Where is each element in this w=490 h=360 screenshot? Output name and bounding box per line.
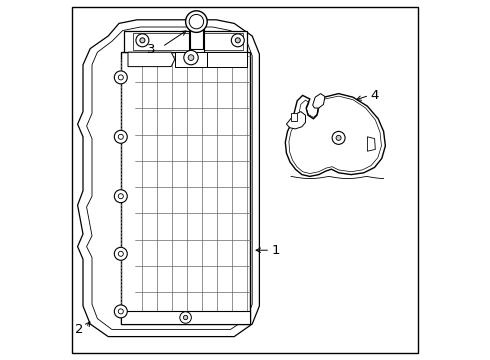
Circle shape bbox=[114, 130, 127, 143]
Text: 2: 2 bbox=[75, 323, 84, 336]
Polygon shape bbox=[286, 112, 305, 129]
Circle shape bbox=[186, 11, 207, 32]
Polygon shape bbox=[207, 52, 247, 67]
Circle shape bbox=[180, 312, 192, 323]
Circle shape bbox=[114, 190, 127, 203]
Circle shape bbox=[184, 50, 198, 65]
Circle shape bbox=[114, 305, 127, 318]
Circle shape bbox=[188, 55, 194, 60]
Polygon shape bbox=[189, 27, 204, 52]
Text: 4: 4 bbox=[370, 89, 379, 102]
Polygon shape bbox=[285, 94, 386, 176]
Circle shape bbox=[235, 38, 240, 43]
Polygon shape bbox=[291, 113, 297, 121]
Circle shape bbox=[118, 194, 123, 199]
Circle shape bbox=[136, 34, 149, 47]
Circle shape bbox=[114, 71, 127, 84]
Circle shape bbox=[118, 134, 123, 139]
Circle shape bbox=[118, 75, 123, 80]
Polygon shape bbox=[175, 52, 207, 67]
Polygon shape bbox=[368, 137, 375, 151]
Circle shape bbox=[114, 247, 127, 260]
Circle shape bbox=[118, 309, 123, 314]
Text: 1: 1 bbox=[272, 244, 280, 257]
Circle shape bbox=[140, 38, 145, 43]
Circle shape bbox=[118, 251, 123, 256]
Polygon shape bbox=[121, 52, 250, 324]
Polygon shape bbox=[121, 311, 250, 324]
Polygon shape bbox=[313, 94, 325, 108]
Circle shape bbox=[183, 315, 188, 320]
Circle shape bbox=[336, 135, 341, 140]
Polygon shape bbox=[124, 31, 247, 52]
Polygon shape bbox=[77, 20, 259, 337]
Circle shape bbox=[231, 34, 245, 47]
Polygon shape bbox=[128, 52, 175, 67]
Circle shape bbox=[332, 131, 345, 144]
Circle shape bbox=[189, 14, 204, 29]
Polygon shape bbox=[190, 22, 203, 49]
Text: 3: 3 bbox=[147, 43, 156, 56]
